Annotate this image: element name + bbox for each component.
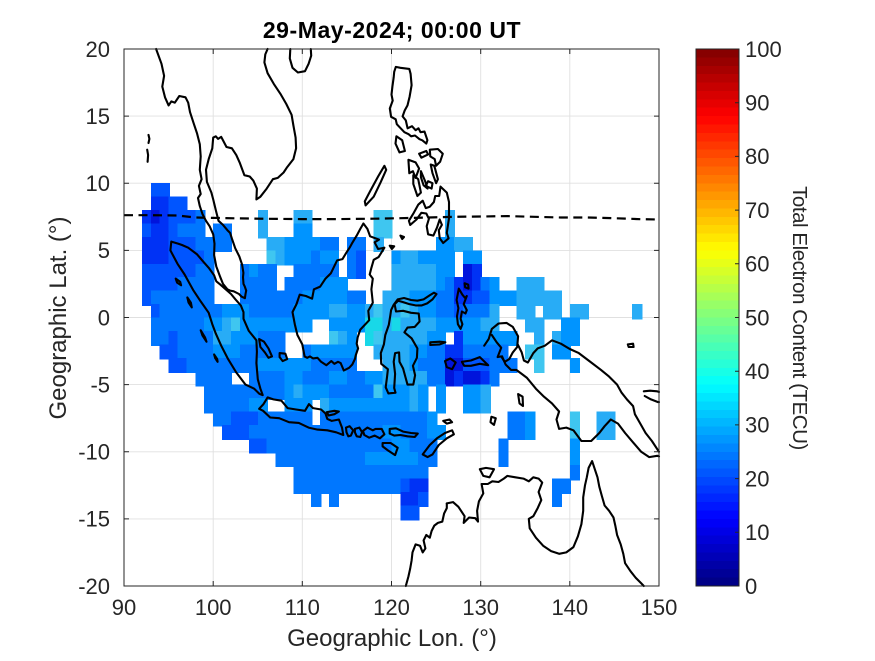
- svg-text:10: 10: [86, 171, 110, 196]
- svg-text:Geographic Lon. (°): Geographic Lon. (°): [287, 625, 497, 652]
- svg-text:80: 80: [745, 144, 769, 169]
- svg-text:0: 0: [98, 305, 110, 330]
- svg-text:90: 90: [745, 91, 769, 116]
- svg-text:150: 150: [641, 595, 678, 620]
- svg-text:20: 20: [745, 466, 769, 491]
- svg-text:100: 100: [195, 595, 232, 620]
- svg-text:140: 140: [551, 595, 588, 620]
- svg-text:Geographic Lat. (°): Geographic Lat. (°): [45, 216, 72, 419]
- svg-text:-10: -10: [78, 440, 110, 465]
- svg-text:5: 5: [98, 238, 110, 263]
- svg-text:110: 110: [285, 595, 320, 620]
- svg-text:90: 90: [112, 595, 136, 620]
- svg-text:-5: -5: [90, 372, 110, 397]
- svg-text:50: 50: [745, 305, 769, 330]
- svg-text:130: 130: [462, 595, 499, 620]
- svg-text:70: 70: [745, 198, 769, 223]
- svg-text:29-May-2024; 00:00 UT: 29-May-2024; 00:00 UT: [263, 17, 521, 43]
- svg-text:15: 15: [86, 104, 110, 129]
- svg-text:40: 40: [745, 359, 769, 384]
- svg-text:-15: -15: [78, 507, 110, 532]
- svg-text:0: 0: [745, 574, 757, 599]
- svg-text:20: 20: [86, 37, 110, 62]
- svg-text:120: 120: [373, 595, 410, 620]
- svg-text:60: 60: [745, 252, 769, 277]
- svg-text:30: 30: [745, 413, 769, 438]
- svg-text:-20: -20: [78, 574, 110, 599]
- svg-text:10: 10: [745, 520, 769, 545]
- svg-text:Total Electron Content (TECU): Total Electron Content (TECU): [788, 186, 811, 450]
- svg-text:100: 100: [745, 37, 782, 62]
